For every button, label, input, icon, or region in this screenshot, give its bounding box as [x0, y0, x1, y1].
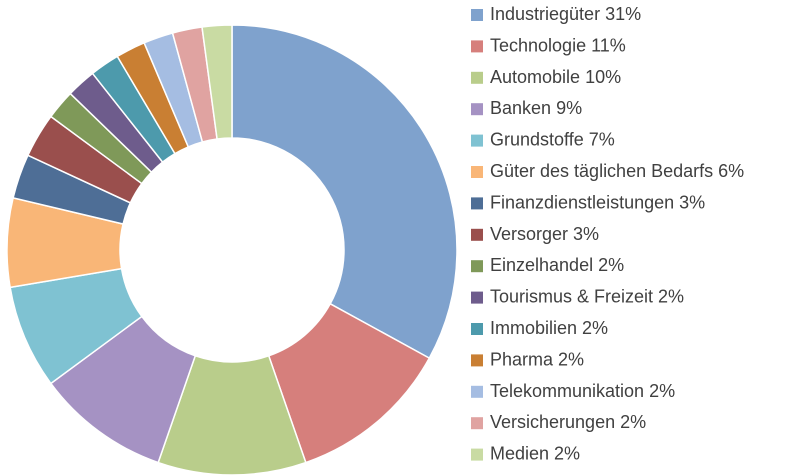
legend-label: Finanzdienstleistungen 3%: [490, 192, 705, 212]
legend-label: Technologie 11%: [490, 35, 626, 55]
legend-swatch: [471, 228, 483, 241]
legend-name: Automobile: [490, 67, 580, 87]
legend-value: 2%: [620, 412, 646, 432]
legend-name: Grundstoffe: [490, 129, 584, 149]
legend-name: Immobilien: [490, 318, 577, 338]
legend-name: Industriegüter: [490, 4, 600, 24]
legend-label: Versorger 3%: [490, 224, 599, 244]
legend-name: Pharma: [490, 349, 554, 369]
legend-swatch: [471, 103, 483, 116]
legend-name: Telekommunikation: [490, 381, 644, 401]
legend-label: Grundstoffe 7%: [490, 129, 615, 149]
donut-slice: [201, 24, 233, 140]
legend-name: Banken: [490, 98, 551, 118]
legend-name: Medien: [490, 443, 549, 463]
legend-label: Medien 2%: [490, 443, 580, 463]
legend-label: Einzelhandel 2%: [490, 255, 624, 275]
legend-name: Technologie: [490, 35, 586, 55]
legend-label: Güter des täglichen Bedarfs 6%: [490, 161, 744, 181]
legend-swatch: [471, 166, 483, 178]
legend-label: Tourismus & Freizeit 2%: [490, 286, 684, 306]
legend-value: 9%: [556, 98, 582, 118]
legend-value: 2%: [558, 349, 584, 369]
legend-swatch: [471, 385, 483, 398]
legend-label: Banken 9%: [490, 98, 582, 118]
legend-value: 11%: [591, 35, 626, 55]
legend-swatch: [471, 323, 483, 335]
donut-slice: [231, 24, 458, 360]
legend-label: Pharma 2%: [490, 349, 584, 369]
legend-value: 2%: [554, 443, 580, 463]
legend-value: 2%: [598, 255, 624, 275]
legend-swatch: [471, 9, 483, 21]
legend-label: Telekommunikation 2%: [490, 381, 675, 401]
legend-label: Immobilien 2%: [490, 318, 608, 338]
legend-swatch: [471, 71, 483, 84]
legend-name: Einzelhandel: [490, 255, 593, 275]
legend-name: Versorger: [490, 224, 568, 244]
legend-label: Versicherungen 2%: [490, 412, 646, 432]
legend-value: 2%: [649, 381, 675, 401]
legend-name: Tourismus & Freizeit: [490, 286, 653, 306]
legend-name: Versicherungen: [490, 412, 615, 432]
legend-swatch: [471, 291, 483, 304]
legend-name: Güter des täglichen Bedarfs: [490, 161, 713, 181]
legend-value: 6%: [718, 161, 744, 181]
legend-value: 2%: [658, 286, 684, 306]
legend-value: 10%: [585, 67, 621, 87]
legend-value: 31%: [605, 4, 641, 24]
legend-swatch: [471, 417, 483, 430]
legend-swatch: [471, 197, 483, 210]
legend-label: Automobile 10%: [490, 67, 621, 87]
legend-value: 3%: [679, 192, 705, 212]
legend-swatch: [471, 260, 483, 273]
legend-label: Industriegüter 31%: [490, 4, 641, 24]
legend-swatch: [471, 448, 483, 461]
legend-value: 7%: [589, 129, 615, 149]
legend-swatch: [471, 134, 483, 147]
legend-value: 2%: [582, 318, 608, 338]
legend-name: Finanzdienstleistungen: [490, 192, 674, 212]
legend-value: 3%: [573, 224, 599, 244]
legend-swatch: [471, 354, 483, 367]
legend-swatch: [471, 40, 483, 53]
